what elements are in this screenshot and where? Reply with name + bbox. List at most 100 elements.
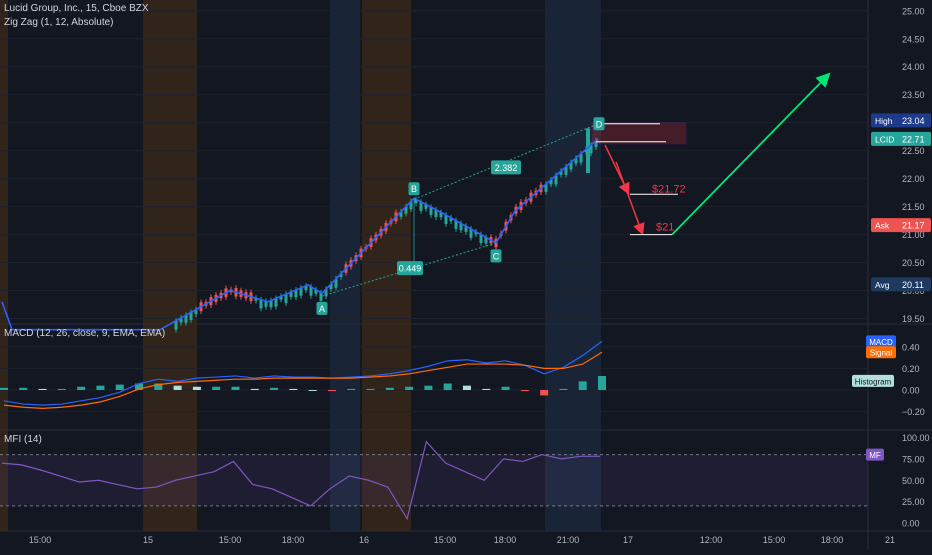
candle-body (594, 140, 598, 148)
x-tick-label: 15:00 (219, 535, 242, 545)
pattern-point-label-bg (408, 182, 420, 196)
macd-legend[interactable]: MACD (12, 26, close, 9, EMA, EMA) (4, 328, 166, 339)
last-price-badge (871, 131, 931, 146)
candle-body (184, 315, 188, 323)
macd-histogram-bar (482, 388, 491, 390)
x-tick-label: 12:00 (700, 535, 723, 545)
y-tick-label: 0.20 (902, 364, 920, 374)
x-tick-label: 15 (143, 535, 153, 545)
macd-histogram-bar (154, 383, 163, 390)
y-tick-label: 20.50 (902, 258, 925, 268)
session-band (143, 0, 197, 531)
candle-body (329, 284, 333, 290)
candle-body (339, 273, 343, 277)
candle-body (484, 237, 488, 244)
macd-histogram-bar (598, 375, 606, 390)
candle-body (279, 296, 283, 300)
macd-histogram-bar (443, 383, 452, 390)
x-tick-label: 15:00 (434, 535, 457, 545)
signal-badge (866, 346, 896, 359)
pattern-point-label-bg (316, 301, 328, 315)
candle-body (409, 201, 413, 210)
candle-body (289, 292, 293, 297)
mfi-legend[interactable]: MFI (14) (4, 434, 42, 445)
mfi-series-line (1, 440, 600, 521)
x-tick-label: 21:00 (557, 535, 580, 545)
histogram-badge (852, 374, 894, 387)
macd-histogram-bar (405, 386, 414, 390)
candle-body (274, 298, 278, 307)
signal-badge-label: Signal (870, 349, 892, 358)
macd-histogram-bar (347, 388, 356, 390)
candle-body (309, 286, 313, 296)
candle-body (586, 128, 590, 174)
pattern-point-label-bg (490, 249, 502, 263)
high-price-badge-value: 23.04 (902, 116, 925, 126)
candle-body (554, 175, 558, 185)
target-label: $21 (656, 222, 674, 234)
zigzag-legend[interactable]: Zig Zag (1, 12, Absolute) (4, 17, 114, 28)
candle-body (414, 199, 418, 204)
macd-histogram-bar (231, 386, 240, 390)
candle-body (324, 289, 328, 297)
candle-body (549, 179, 553, 185)
candle-body (294, 289, 298, 298)
x-tick-label: 21 (885, 535, 895, 545)
mfi-band (0, 454, 868, 506)
candle-body (259, 299, 263, 309)
pattern-point-label: C (493, 251, 500, 261)
main-legend[interactable]: Lucid Group, Inc., 15, Cboe BZX (4, 3, 149, 14)
ratio-label-bg (397, 261, 423, 276)
macd-histogram-bar (173, 385, 182, 390)
ask-price-badge-value: 21.17 (902, 221, 925, 231)
candle-body (469, 228, 473, 238)
candle-body (579, 153, 583, 163)
pattern-point-label: B (411, 184, 417, 194)
y-tick-label: 0.40 (902, 342, 920, 352)
macd-badge (866, 335, 896, 348)
macd-histogram-bar (212, 386, 221, 390)
candle-body (474, 231, 478, 235)
candle-body (314, 289, 318, 294)
candle-body (559, 171, 563, 175)
avg-price-badge-label: Avg (875, 280, 890, 290)
projection-arrow (671, 72, 831, 236)
macd-histogram-bar (289, 388, 298, 390)
pattern-point-label-bg (593, 117, 605, 131)
high-price-badge-label: High (875, 116, 893, 126)
x-tick-label: 18:00 (821, 535, 844, 545)
signal-series-line (3, 351, 603, 409)
macd-histogram-bar (385, 387, 394, 390)
ask-price-badge (871, 218, 931, 233)
macd-histogram-bar (327, 390, 336, 392)
candle-body (419, 201, 423, 211)
macd-histogram-bar (77, 386, 86, 390)
last-price-badge-value: 22.71 (902, 134, 925, 144)
macd-histogram-bar (366, 388, 375, 390)
candle-body (319, 292, 323, 301)
candle-body (424, 204, 428, 209)
mfi-badge (866, 448, 884, 461)
y-tick-label: 22.00 (902, 174, 925, 184)
macd-histogram-bar (115, 384, 124, 390)
x-tick-label: 15:00 (29, 535, 52, 545)
x-tick-label: 15:00 (763, 535, 786, 545)
candle-body (299, 287, 303, 296)
y-tick-label: 25.00 (902, 497, 925, 507)
macd-histogram-bar (559, 388, 568, 390)
y-tick-label: 100.00 (902, 433, 930, 443)
session-band (545, 0, 601, 531)
candle-body (464, 226, 468, 232)
candle-body (589, 144, 593, 154)
high-price-badge (871, 113, 931, 128)
y-tick-label: 22.50 (902, 146, 925, 156)
y-tick-label: 25.00 (902, 6, 925, 16)
target-arrow-2 (615, 161, 645, 236)
y-tick-label: 24.50 (902, 34, 925, 44)
x-tick-label: 18:00 (282, 535, 305, 545)
macd-histogram-bar (135, 383, 144, 390)
y-tick-label: 75.00 (902, 454, 925, 464)
macd-histogram-bar (38, 388, 47, 390)
candle-body (564, 166, 568, 175)
